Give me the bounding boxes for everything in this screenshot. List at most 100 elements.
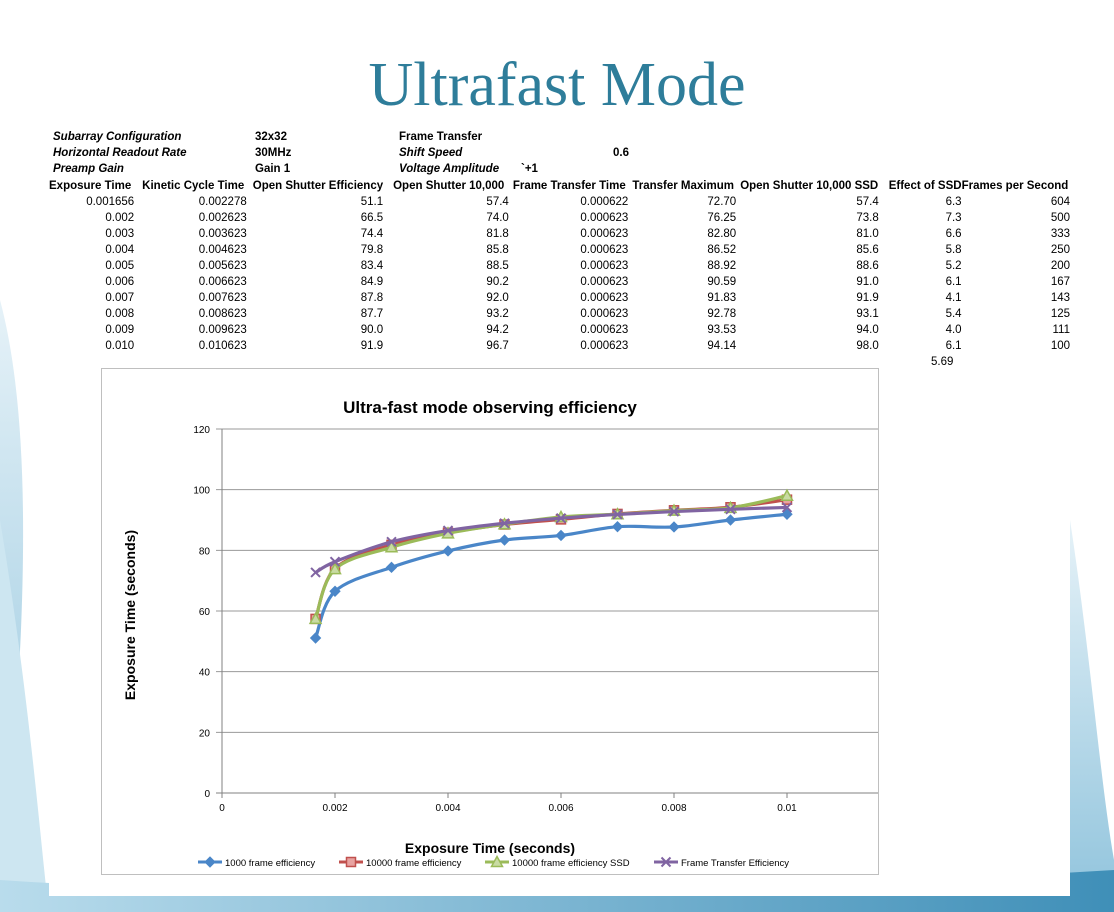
data-point: [329, 556, 341, 567]
data-point: [310, 567, 321, 578]
header-frame-transfer-time: Frame Transfer Time: [512, 180, 626, 192]
table-cell: 0.000623: [580, 228, 629, 240]
table-cell: 91.0: [856, 276, 879, 288]
table-cell: 0.009: [105, 324, 135, 336]
table-cell: 5.2: [945, 260, 962, 272]
table-cell: 0.000623: [580, 324, 629, 336]
table-cell: 73.8: [856, 212, 879, 224]
table-cell: 0.007623: [198, 292, 247, 304]
table-cell: 100: [1050, 340, 1070, 352]
table-cell: 333: [1050, 228, 1070, 240]
shift-speed-label: Shift Speed: [399, 147, 463, 159]
table-cell: 0.005623: [198, 260, 247, 272]
data-point: [385, 561, 398, 574]
legend-label: 10000 frame efficiency: [366, 858, 462, 869]
table-cell: 74.4: [360, 228, 384, 240]
table-cell: 94.14: [707, 340, 737, 352]
table-cell: 79.8: [360, 244, 384, 256]
y-tick-label: 40: [199, 668, 211, 679]
x-axis-label: Exposure Time (seconds): [405, 840, 575, 856]
table-row: 0.005 0.005623 83.4 88.5 0.000623 88.92 88.6 5.…: [49, 258, 1070, 274]
data-point: [309, 632, 322, 644]
table-cell: 92.78: [707, 308, 737, 320]
x-tick-label: 0.006: [548, 803, 573, 814]
table-cell: 0.002278: [198, 196, 247, 208]
table-cell: 0.001656: [86, 196, 135, 208]
table-cell: 87.7: [360, 308, 384, 320]
table-cell: 86.52: [707, 244, 737, 256]
table-cell: 604: [1050, 196, 1070, 208]
data-point: [329, 585, 341, 597]
y-tick-label: 100: [193, 486, 210, 497]
data-point: [328, 562, 342, 575]
subarray-label: Subarray Configuration: [53, 131, 182, 143]
table-cell: 88.5: [486, 260, 509, 272]
table-cell: 0.006623: [198, 276, 247, 288]
data-point: [668, 506, 680, 517]
y-tick-label: 20: [199, 728, 211, 739]
table-cell: 90.2: [486, 276, 509, 288]
voltage-amplitude-value: `+1: [521, 163, 538, 175]
table-cell: 500: [1050, 212, 1070, 224]
table-cell: 6.3: [945, 196, 962, 208]
data-point: [781, 502, 793, 513]
table-cell: 81.0: [856, 228, 879, 240]
table-row: 0.009 0.009623 90.0 94.2 0.000623 93.53 94.0 4.…: [49, 322, 1070, 338]
data-point: [555, 529, 567, 542]
table-cell: 111: [1052, 324, 1070, 336]
table-cell: 143: [1050, 292, 1070, 304]
table-cell: 93.1: [856, 308, 879, 320]
table-cell: 0.010623: [198, 340, 247, 352]
x-tick-label: 0.008: [661, 803, 686, 814]
table-cell: 72.70: [707, 196, 737, 208]
table-cell: 66.5: [360, 212, 384, 224]
data-point: [499, 518, 510, 529]
table-row: 0.004 0.004623 79.8 85.8 0.000623 86.52 85.6 5.…: [49, 242, 1070, 258]
header-open-shutter-ssd: Open Shutter 10,000 SSD: [740, 180, 879, 192]
table-row: 0.008 0.008623 87.7 93.2 0.000623 92.78 93.1 5.…: [49, 306, 1070, 322]
legend-marker: [660, 856, 672, 868]
table-row: 0.010 0.010623 91.9 96.7 0.000623 94.14 98.0 6.…: [49, 338, 1070, 354]
table-row: 0.001656 0.002278 51.1 57.4 0.000622 72.70 57.…: [49, 194, 1070, 210]
data-point: [781, 508, 793, 520]
table-cell: 0.005: [105, 260, 135, 272]
data-point: [725, 504, 736, 515]
table-cell: 85.8: [486, 244, 509, 256]
series-1: [309, 508, 793, 644]
table-cell: 0.000623: [580, 308, 629, 320]
table-cell: 90.0: [360, 324, 384, 336]
table-cell: 0.007: [105, 292, 135, 304]
legend-marker: [204, 856, 216, 868]
legend: 1000 frame efficiency 10000 frame efficie…: [198, 854, 789, 869]
table-cell: 88.6: [856, 260, 879, 272]
table-cell: 92.0: [486, 292, 509, 304]
table-cell: 87.8: [360, 292, 384, 304]
legend-item: 10000 frame efficiency: [339, 856, 462, 869]
table-cell: 91.83: [707, 292, 737, 304]
y-tick-label: 80: [199, 546, 211, 557]
legend-item: 10000 frame efficiency SSD: [485, 854, 630, 869]
y-tick-label: 60: [199, 607, 211, 618]
axes: 0 20 40 60 80 100 120 0 0.002 0.004 0.006 0.008 0.01…: [193, 425, 797, 814]
table-cell: 83.4: [360, 260, 384, 272]
x-tick-label: 0.01: [777, 803, 797, 814]
table-cell: 6.6: [945, 228, 962, 240]
series-line: [314, 494, 788, 620]
header-kinetic-cycle-time: Kinetic Cycle Time: [142, 180, 245, 192]
table-cell: 90.59: [707, 276, 737, 288]
preamp-gain-label: Preamp Gain: [53, 163, 124, 175]
table-cell: 93.2: [486, 308, 509, 320]
series-line: [314, 505, 788, 574]
x-tick-label: 0.004: [435, 803, 460, 814]
table-row: 0.002 0.002623 66.5 74.0 0.000623 76.25 73.8 7.…: [49, 210, 1070, 226]
table-cell: 0.003623: [198, 228, 247, 240]
series-4: [310, 502, 793, 578]
table-cell: 0.000623: [580, 260, 629, 272]
data-point: [386, 536, 397, 548]
table-cell: 57.4: [856, 196, 879, 208]
efficiency-chart: Ultra-fast mode observing efficiency 0 20…: [122, 398, 878, 869]
header-transfer-maximum: Transfer Maximum: [632, 180, 734, 192]
table-cell: 0.003: [105, 228, 135, 240]
slide-title: Ultrafast Mode: [368, 51, 746, 119]
legend-label: Frame Transfer Efficiency: [681, 858, 789, 869]
